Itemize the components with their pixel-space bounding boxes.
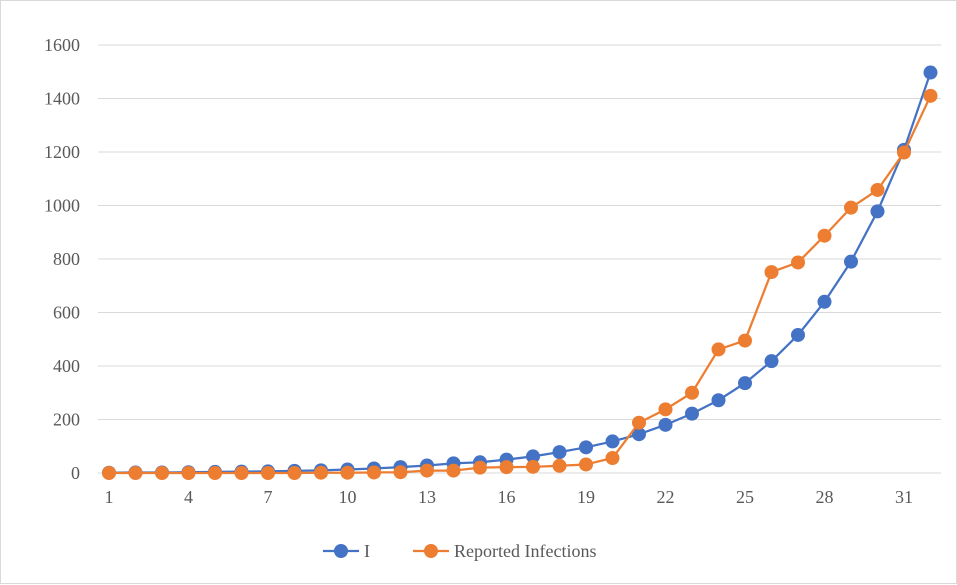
data-point (897, 145, 911, 160)
data-point (579, 457, 593, 472)
y-tick-label: 400 (53, 356, 80, 376)
data-point (181, 466, 196, 480)
y-tick-label: 1400 (44, 89, 80, 109)
data-point (711, 393, 726, 408)
data-point (420, 463, 434, 478)
x-tick-label: 16 (498, 487, 516, 507)
data-point (314, 465, 328, 480)
data-point (261, 466, 275, 480)
legend-item: Reported Infections (413, 541, 596, 561)
data-point (128, 466, 143, 480)
data-point (287, 466, 302, 480)
series-1 (102, 88, 938, 480)
x-tick-label: 22 (657, 487, 675, 507)
x-tick-label: 25 (736, 487, 754, 507)
data-point (658, 417, 673, 432)
x-tick-label: 28 (816, 487, 834, 507)
x-tick-label: 7 (264, 487, 273, 507)
data-point (791, 255, 805, 270)
y-tick-label: 1200 (44, 142, 80, 162)
data-point (155, 466, 169, 480)
y-tick-label: 1000 (44, 196, 80, 216)
data-point (102, 466, 116, 480)
data-point (791, 327, 805, 342)
legend-item: I (323, 541, 370, 561)
data-point (208, 466, 222, 480)
series-line (108, 72, 932, 474)
data-point (473, 460, 487, 475)
series-0 (102, 65, 938, 480)
data-point (923, 88, 938, 103)
data-point (632, 415, 646, 430)
data-point (711, 342, 726, 357)
x-axis-tick-labels: 1 4 7 10 13 16 19 22 25 28 31 (105, 487, 914, 507)
data-point (632, 427, 646, 442)
data-point (685, 406, 699, 421)
data-point (605, 434, 620, 449)
data-point (234, 466, 249, 480)
data-point (367, 465, 381, 480)
legend-marker (424, 544, 438, 558)
legend-label: I (364, 541, 370, 561)
data-point (764, 354, 779, 369)
data-point (605, 451, 620, 466)
data-point (552, 445, 567, 460)
x-tick-label: 31 (895, 487, 913, 507)
data-point (817, 228, 832, 243)
data-point (817, 294, 832, 309)
data-point (844, 254, 858, 269)
data-point (844, 200, 858, 215)
data-point (446, 463, 461, 478)
legend: I Reported Infections (323, 541, 596, 561)
data-point (393, 465, 408, 480)
data-point (738, 376, 752, 391)
data-point (685, 385, 699, 400)
data-point (764, 265, 779, 280)
y-tick-label: 200 (53, 410, 80, 430)
x-tick-label: 4 (184, 487, 193, 507)
x-tick-label: 13 (418, 487, 436, 507)
data-point (923, 65, 938, 80)
data-point (658, 402, 673, 417)
series-group (102, 65, 938, 480)
x-tick-label: 1 (105, 487, 114, 507)
data-point (499, 460, 514, 475)
data-point (526, 459, 540, 474)
data-point (738, 333, 752, 348)
x-tick-label: 10 (339, 487, 357, 507)
gridlines (98, 44, 941, 420)
y-tick-label: 1600 (44, 35, 80, 55)
data-point (552, 458, 567, 473)
x-tick-label: 19 (577, 487, 595, 507)
data-point (526, 449, 540, 464)
y-tick-label: 600 (53, 303, 80, 323)
y-tick-label: 800 (53, 249, 80, 269)
y-tick-label: 0 (71, 463, 80, 483)
data-point (340, 465, 355, 480)
data-point (870, 204, 885, 219)
legend-marker (334, 544, 348, 558)
data-point (579, 440, 593, 455)
y-axis-tick-labels: 0 200 400 600 800 1000 1200 1400 1600 (44, 35, 80, 483)
legend-label: Reported Infections (454, 541, 596, 561)
data-point (870, 182, 885, 197)
